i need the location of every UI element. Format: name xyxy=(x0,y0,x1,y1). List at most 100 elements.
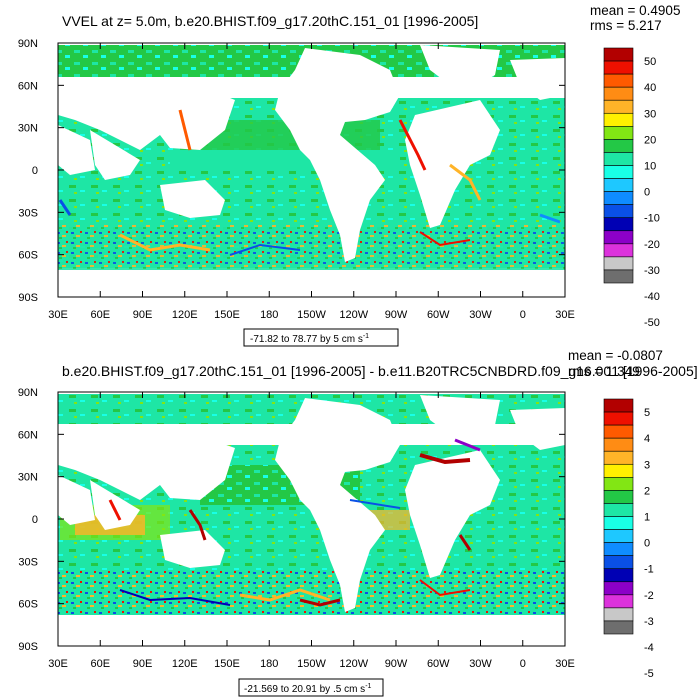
lon-tick-label: 0 xyxy=(520,309,526,321)
colorbar-swatch xyxy=(603,60,634,75)
lon-tick-label: 60W xyxy=(427,658,450,670)
colorbar-swatch xyxy=(603,503,634,517)
colorbar-label: -3 xyxy=(644,616,654,628)
lon-tick-label: 120W xyxy=(339,309,368,321)
colorbar-swatch xyxy=(603,204,634,219)
lat-labels-top: 90N 60N 30N 0 30S 60S 90S xyxy=(18,38,38,304)
lon-tick-label: 180 xyxy=(260,658,278,670)
lon-labels-top: 30E 60E 90E 120E 150E 180 150W 120W 90W 60W 30W 0 30… xyxy=(48,309,575,321)
lat-tick-label: 90N xyxy=(18,38,38,50)
panel-top-mean: mean = 0.4905 xyxy=(590,3,680,18)
colorbar-label: 1 xyxy=(644,512,650,524)
colorbar-swatch xyxy=(603,99,634,114)
lat-tick-label: 0 xyxy=(32,514,38,526)
lat-tick-label: 60N xyxy=(18,429,38,441)
lat-tick-label: 0 xyxy=(32,165,38,177)
colorbar-swatch xyxy=(603,230,634,245)
lat-tick-label: 30N xyxy=(18,472,38,484)
colorbar-label: 40 xyxy=(644,82,656,94)
lat-tick-label: 30N xyxy=(18,123,38,135)
colorbar-label: -2 xyxy=(644,590,654,602)
colorbar-swatch xyxy=(603,450,634,465)
colorbar-swatch xyxy=(603,437,634,452)
colorbar-swatch xyxy=(603,516,634,530)
axis-ticks-bottom xyxy=(57,391,566,647)
range-sup-bottom: -1 xyxy=(365,683,371,690)
lon-tick-label: 30E xyxy=(48,658,68,670)
colorbar-label: 10 xyxy=(644,161,656,173)
range-text-bottom: -21.569 to 20.91 by .5 cm s xyxy=(244,684,365,695)
lat-tick-label: 60N xyxy=(18,80,38,92)
range-box-bottom: -21.569 to 20.91 by .5 cm s-1 xyxy=(238,678,384,697)
lon-tick-label: 150E xyxy=(214,309,240,321)
lon-tick-label: 90W xyxy=(385,309,408,321)
colorbar-swatch xyxy=(603,607,634,622)
map-field-bottom xyxy=(58,392,565,646)
colorbar-swatch xyxy=(603,463,634,478)
lon-tick-label: 180 xyxy=(260,309,278,321)
lon-labels-bottom: 30E 60E 90E 120E 150E 180 150W 120W 90W 60W 30W 0 30… xyxy=(48,658,575,670)
colorbar-swatch xyxy=(603,217,634,232)
lat-tick-label: 90N xyxy=(18,387,38,399)
lat-tick-label: 60S xyxy=(18,250,38,262)
panel-top-rms: rms = 5.217 xyxy=(590,18,662,33)
colorbar-label: 2 xyxy=(644,485,650,497)
lat-labels-bottom: 90N 60N 30N 0 30S 60S 90S xyxy=(18,387,38,653)
range-text-top: -71.82 to 78.77 by 5 cm s xyxy=(250,334,363,345)
colorbar-swatch xyxy=(603,490,634,504)
lon-tick-label: 120E xyxy=(172,658,198,670)
lon-tick-label: 120E xyxy=(172,309,198,321)
colorbar-bottom: 5 4 3 2 1 0 -1 -2 -3 -4 -5 xyxy=(603,398,654,680)
map-field-top xyxy=(58,43,565,297)
colorbar-swatch xyxy=(603,243,634,258)
lat-tick-label: 90S xyxy=(18,641,38,653)
lon-tick-label: 90E xyxy=(133,309,153,321)
colorbar-swatch xyxy=(603,568,634,583)
colorbar-swatch xyxy=(603,139,634,153)
colorbar-label: -40 xyxy=(644,291,660,303)
lon-tick-label: 150W xyxy=(297,309,326,321)
colorbar-swatch xyxy=(603,269,634,284)
panel-bottom-mean: mean = -0.0807 xyxy=(568,348,663,363)
lat-tick-label: 30S xyxy=(18,556,38,568)
colorbar-label: 4 xyxy=(644,433,650,445)
colorbar-label: 0 xyxy=(644,187,650,199)
colorbar-swatch xyxy=(603,620,634,635)
lon-tick-label: 30E xyxy=(555,309,575,321)
colorbar-swatch xyxy=(603,477,634,491)
colorbar-label: -20 xyxy=(644,239,660,251)
lon-tick-label: 90E xyxy=(133,658,153,670)
axis-ticks-top xyxy=(57,42,566,298)
lon-tick-label: 30W xyxy=(469,309,492,321)
colorbar-label: -1 xyxy=(644,564,654,576)
lon-tick-label: 120W xyxy=(339,658,368,670)
colorbar-top: 50 40 30 20 10 0 -10 -20 -30 -40 -50 xyxy=(603,47,660,329)
lon-tick-label: 30E xyxy=(48,309,68,321)
lon-tick-label: 60E xyxy=(90,658,110,670)
lon-tick-label: 60E xyxy=(90,309,110,321)
lat-tick-label: 30S xyxy=(18,207,38,219)
colorbar-label: -5 xyxy=(644,668,654,680)
colorbar-label: -30 xyxy=(644,265,660,277)
lon-tick-label: 150W xyxy=(297,658,326,670)
colorbar-label: 0 xyxy=(644,538,650,550)
colorbar-label: -50 xyxy=(644,317,660,329)
colorbar-label: -4 xyxy=(644,642,654,654)
colorbar-swatch xyxy=(603,555,634,570)
lon-tick-label: 30W xyxy=(469,658,492,670)
colorbar-swatch xyxy=(603,594,634,609)
range-box-top: -71.82 to 78.77 by 5 cm s-1 xyxy=(243,328,399,347)
colorbar-label: 20 xyxy=(644,134,656,146)
colorbar-swatch xyxy=(603,165,634,179)
colorbar-label: 30 xyxy=(644,108,656,120)
svg-text:-21.569 to 20.91 by .5 cm s-1: -21.569 to 20.91 by .5 cm s-1 xyxy=(244,683,372,695)
lon-tick-label: 0 xyxy=(520,658,526,670)
panel-top xyxy=(57,42,566,298)
colorbar-swatch xyxy=(603,411,634,426)
panel-bottom-title: b.e20.BHIST.f09_g17.20thC.151_01 [1996-2… xyxy=(62,363,698,379)
lon-tick-label: 30E xyxy=(555,658,575,670)
colorbar-swatch xyxy=(603,191,634,205)
colorbar-swatch xyxy=(603,86,634,101)
lon-tick-label: 90W xyxy=(385,658,408,670)
